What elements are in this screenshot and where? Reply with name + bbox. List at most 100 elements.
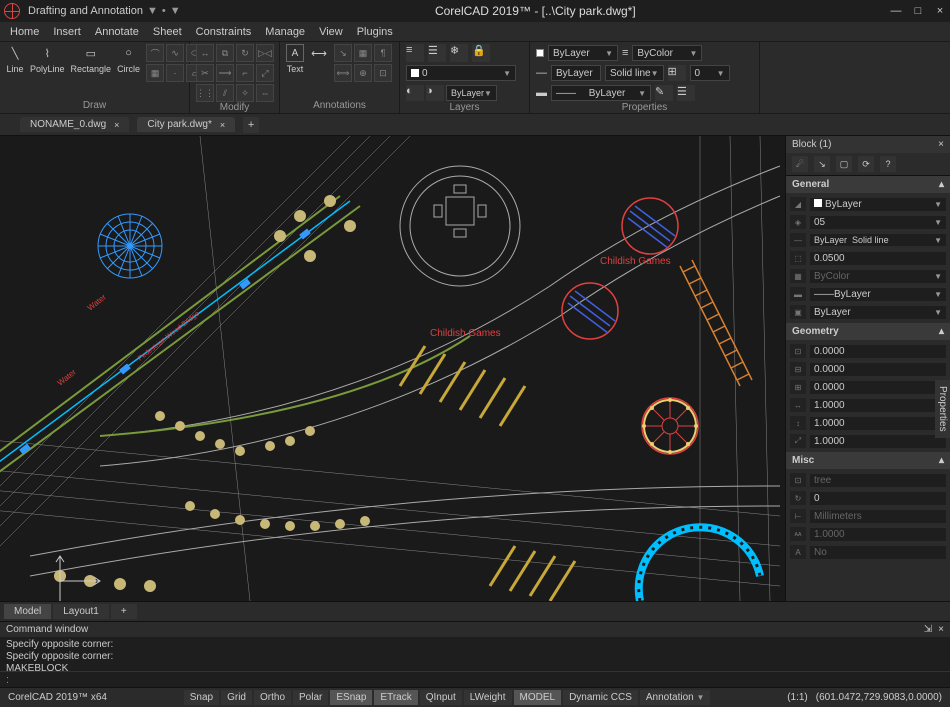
- panel-close-icon[interactable]: ×: [938, 139, 944, 150]
- menu-sheet[interactable]: Sheet: [153, 26, 182, 38]
- prop-tool-4[interactable]: ⟳: [858, 156, 874, 172]
- close-tab-icon[interactable]: ×: [114, 120, 119, 130]
- prop-rot[interactable]: 0: [810, 492, 946, 505]
- layer-manager-icon[interactable]: ≡: [406, 44, 424, 62]
- prop-sy[interactable]: 1.0000: [810, 417, 946, 430]
- toggle-qinput[interactable]: QInput: [420, 690, 462, 705]
- maximize-button[interactable]: □: [912, 5, 924, 17]
- tab-model[interactable]: Model: [4, 604, 51, 619]
- prop-y[interactable]: 0.0000: [810, 363, 946, 376]
- minimize-button[interactable]: —: [890, 5, 902, 17]
- linetype-sel2[interactable]: Solid line▼: [605, 65, 664, 81]
- menu-view[interactable]: View: [319, 26, 343, 38]
- prop-name[interactable]: tree: [810, 474, 946, 487]
- prop-ltype[interactable]: ByLayer Solid line▼: [810, 234, 946, 246]
- toggle-etrack[interactable]: ETrack: [374, 690, 417, 705]
- prop-layer[interactable]: 05▼: [810, 216, 946, 229]
- prop-unit[interactable]: Millimeters: [810, 510, 946, 523]
- prop-help-icon[interactable]: ?: [880, 156, 896, 172]
- close-tab-icon[interactable]: ×: [220, 120, 225, 130]
- tool-leader[interactable]: ↘: [334, 44, 352, 62]
- tool-stretch[interactable]: ⇔: [256, 84, 274, 102]
- tool-arc[interactable]: ⌒: [146, 44, 164, 62]
- prop-sx[interactable]: 1.0000: [810, 399, 946, 412]
- menu-manage[interactable]: Manage: [265, 26, 305, 38]
- menu-plugins[interactable]: Plugins: [357, 26, 393, 38]
- tool-table[interactable]: ▦: [354, 44, 372, 62]
- zero-selector[interactable]: 0▼: [690, 65, 730, 81]
- doc-tab-noname[interactable]: NONAME_0.dwg ×: [20, 117, 129, 132]
- toggle-lweight[interactable]: LWeight: [464, 690, 512, 705]
- menu-home[interactable]: Home: [10, 26, 39, 38]
- add-tab-button[interactable]: +: [243, 117, 259, 133]
- command-input[interactable]: [0, 671, 950, 687]
- properties-vertical-tab[interactable]: Properties: [935, 380, 950, 438]
- tool-polyline[interactable]: ⌇PolyLine: [30, 44, 65, 74]
- prop-uf[interactable]: 1.0000: [810, 528, 946, 541]
- tool-circle[interactable]: ○Circle: [117, 44, 140, 74]
- tool-point[interactable]: ·: [166, 64, 184, 82]
- tool-dimension[interactable]: ⟷: [310, 44, 328, 62]
- cmd-pin-icon[interactable]: ⇲: [924, 624, 932, 635]
- workspace-selector[interactable]: Drafting and Annotation ▼ • ▼: [28, 5, 181, 17]
- tool-hatch[interactable]: ▦: [146, 64, 164, 82]
- toggle-grid[interactable]: Grid: [221, 690, 252, 705]
- layer-tool-2[interactable]: ◑: [426, 85, 444, 101]
- tool-line[interactable]: ╲Line: [6, 44, 24, 74]
- layer-tool-1[interactable]: ◐: [406, 85, 424, 101]
- close-button[interactable]: ×: [934, 5, 946, 17]
- drawing-canvas[interactable]: Childish Games Childish Games Childish G…: [0, 136, 785, 601]
- lweight-selector[interactable]: ——ByLayer▼: [551, 85, 651, 101]
- toggle-annotation[interactable]: Annotation ▼: [640, 690, 711, 705]
- prop-color[interactable]: ByLayer▼: [810, 198, 946, 211]
- layer-lock-icon[interactable]: 🔒: [472, 44, 490, 62]
- toggle-ortho[interactable]: Ortho: [254, 690, 291, 705]
- tab-layout1[interactable]: Layout1: [53, 604, 109, 619]
- prop-tool-2[interactable]: ↘: [814, 156, 830, 172]
- prop-tool-3[interactable]: ▢: [836, 156, 852, 172]
- tool-tol[interactable]: ⊡: [374, 64, 392, 82]
- prop-match-icon[interactable]: ✎: [655, 85, 673, 101]
- toggle-dccs[interactable]: Dynamic CCS: [563, 690, 638, 705]
- prop-lweight[interactable]: ——ByLayer▼: [810, 288, 946, 301]
- section-geometry[interactable]: Geometry▴: [786, 323, 950, 340]
- tool-mirror[interactable]: ▷◁: [256, 44, 274, 62]
- tool-copy[interactable]: ⧉: [216, 44, 234, 62]
- toggle-esnap[interactable]: ESnap: [330, 690, 372, 705]
- menu-constraints[interactable]: Constraints: [196, 26, 252, 38]
- toggle-snap[interactable]: Snap: [184, 690, 219, 705]
- prop-z[interactable]: 0.0000: [810, 381, 946, 394]
- prop-x[interactable]: 0.0000: [810, 345, 946, 358]
- linetype-sel1[interactable]: ByLayer: [551, 65, 601, 81]
- tool-text[interactable]: AText: [286, 44, 304, 74]
- tool-rectangle[interactable]: ▭Rectangle: [71, 44, 112, 74]
- tool-trim[interactable]: ✂: [196, 64, 214, 82]
- doc-tab-citypark[interactable]: City park.dwg* ×: [137, 117, 235, 132]
- tool-dim2[interactable]: ⟺: [334, 64, 352, 82]
- prop-bycolor[interactable]: ByColor▼: [810, 270, 946, 283]
- tab-add[interactable]: +: [111, 604, 137, 619]
- tool-extend[interactable]: ⟶: [216, 64, 234, 82]
- tool-explode[interactable]: ✧: [236, 84, 254, 102]
- tool-array[interactable]: ⋮⋮: [196, 84, 214, 102]
- layer-sub-selector[interactable]: ByLayer▼: [446, 85, 497, 101]
- tool-scale[interactable]: ⤢: [256, 64, 274, 82]
- prop-scale[interactable]: 0.0500: [810, 252, 946, 265]
- prop-tool-icon[interactable]: ⊞: [668, 65, 686, 81]
- menu-annotate[interactable]: Annotate: [95, 26, 139, 38]
- bycolor-selector[interactable]: ByColor▼: [632, 45, 702, 61]
- prop-list-icon[interactable]: ☰: [677, 85, 695, 101]
- toggle-polar[interactable]: Polar: [293, 690, 328, 705]
- layer-selector[interactable]: 0 ▼: [406, 65, 516, 81]
- tool-offset[interactable]: ⫽: [216, 84, 234, 102]
- prop-tool-1[interactable]: ☄: [792, 156, 808, 172]
- tool-mtext[interactable]: ¶: [374, 44, 392, 62]
- prop-sz[interactable]: 1.0000: [810, 435, 946, 448]
- section-misc[interactable]: Misc▴: [786, 452, 950, 469]
- tool-center[interactable]: ⊕: [354, 64, 372, 82]
- prop-ann[interactable]: No: [810, 546, 946, 559]
- tool-spline[interactable]: ∿: [166, 44, 184, 62]
- tool-move[interactable]: ↔: [196, 44, 214, 62]
- prop-mat[interactable]: ByLayer▼: [810, 306, 946, 319]
- layer-freeze-icon[interactable]: ❄: [450, 44, 468, 62]
